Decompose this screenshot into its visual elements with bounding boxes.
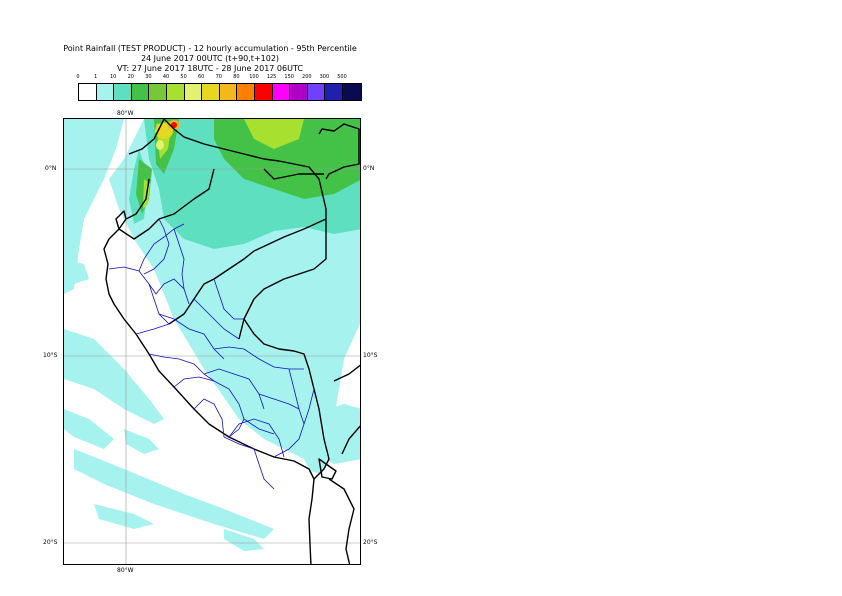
legend-swatch (202, 84, 220, 100)
legend-swatch (184, 84, 203, 100)
legend-swatch (325, 84, 343, 100)
legend-swatch (219, 84, 238, 100)
legend-label: 125 (266, 74, 277, 80)
legend-swatch (254, 84, 273, 100)
chart-title: Point Rainfall (TEST PRODUCT) - 12 hourl… (63, 44, 357, 53)
legend-label: 300 (319, 74, 330, 80)
grid-lines (64, 119, 360, 564)
legend-label: 150 (284, 74, 294, 80)
legend-swatch (96, 84, 115, 100)
legend-labels: 0 1 10 20 30 40 50 60 70 80 100 125 150 200 300 500 (76, 74, 348, 83)
legend-swatch (131, 84, 150, 100)
legend-label: 10 (110, 74, 117, 80)
rainfall-map (63, 118, 361, 565)
legend-swatch (79, 84, 97, 100)
legend-swatch (290, 84, 308, 100)
lat-label-right-0: 0°N (363, 165, 375, 172)
lat-label-left-20: 20°S (43, 539, 58, 546)
region-borders (108, 218, 315, 490)
legend-label: 40 (162, 74, 170, 80)
legend-swatch (114, 84, 132, 100)
legend-swatch (272, 84, 291, 100)
legend-swatch (166, 84, 185, 100)
legend-label: 0 (76, 74, 80, 80)
lat-label-left-0: 0°N (45, 165, 57, 172)
legend-swatch (342, 84, 361, 100)
legend-swatch (307, 84, 326, 100)
legend-label: 200 (302, 74, 312, 80)
legend-label: 500 (337, 74, 347, 80)
legend-label: 1 (94, 74, 98, 80)
legend-label: 60 (198, 74, 205, 80)
legend-label: 20 (127, 74, 134, 80)
legend-boxes (78, 83, 362, 101)
lat-label-right-10: 10°S (363, 352, 378, 359)
country-borders (103, 119, 360, 564)
forecast-base-time: 24 June 2017 00UTC (t+90,t+102) (140, 54, 280, 63)
legend-label: 70 (215, 74, 222, 80)
legend-swatch (149, 84, 167, 100)
legend-label: 30 (145, 74, 152, 80)
lon-label-top: 80°W (117, 110, 134, 117)
legend-swatch (237, 84, 255, 100)
lon-label-bottom: 80°W (117, 567, 134, 574)
lat-label-right-20: 20°S (363, 539, 378, 546)
legend-label: 50 (180, 74, 187, 80)
valid-time: VT: 27 June 2017 18UTC - 28 June 2017 06… (117, 64, 303, 73)
map-svg (64, 119, 360, 564)
lat-label-left-10: 10°S (43, 352, 58, 359)
legend-label: 80 (233, 74, 240, 80)
legend-label: 100 (249, 74, 259, 80)
color-legend: 0 1 10 20 30 40 50 60 70 80 100 125 150 200 300 500 (76, 74, 362, 101)
